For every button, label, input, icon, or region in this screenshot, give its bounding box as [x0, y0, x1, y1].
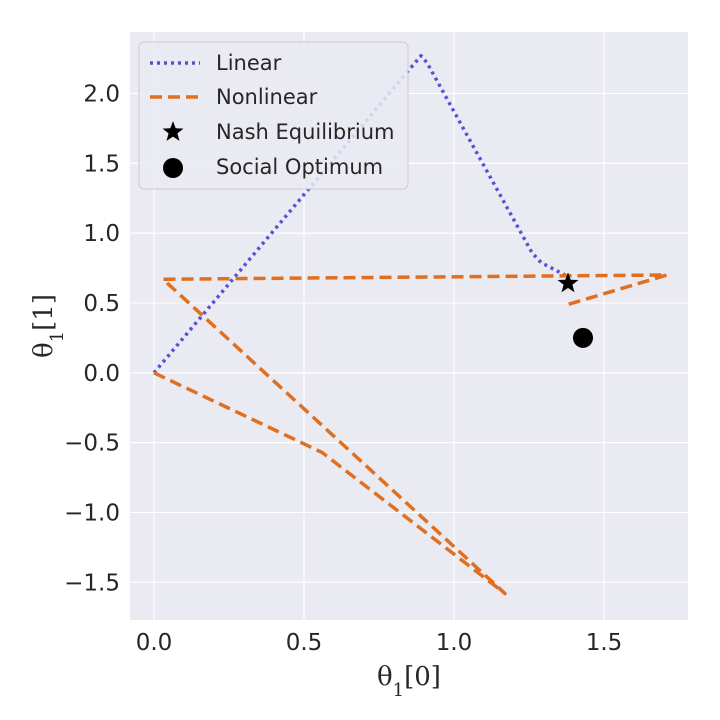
y-axis-label: θ1[1]: [29, 294, 68, 358]
legend-nash-label: Nash Equilibrium: [216, 120, 394, 144]
legend-box: [138, 41, 409, 190]
social-optimum-marker: [573, 327, 593, 348]
y-tick-label: −0.5: [64, 431, 120, 457]
y-tick-label: −1.5: [64, 570, 120, 596]
legend-nash-star-icon: [162, 121, 184, 141]
series-nonlinear-line: [153, 273, 669, 596]
legend-social-circle-icon: [163, 158, 183, 178]
legend: Linear Nonlinear Nash Equilibrium Social…: [138, 41, 409, 190]
nash-equilibrium-marker: [557, 272, 579, 293]
x-axis-label: θ1[0]: [377, 662, 441, 701]
y-tick-label: 1.0: [83, 221, 120, 247]
marker-layer: [557, 272, 593, 348]
legend-nonlinear-label: Nonlinear: [216, 85, 318, 109]
y-tick-label: 0.0: [83, 361, 120, 387]
x-tick-label: 0.0: [136, 630, 173, 656]
x-tick-label: 1.5: [586, 630, 623, 656]
gridlines: [130, 32, 688, 620]
x-tick-label: 1.0: [436, 630, 473, 656]
y-tick-label: 1.5: [83, 151, 120, 177]
tick-labels: 0.0 0.5 1.0 1.5 −1.5 −1.0 −0.5 0.0 0.5 1.0 1.5 2.0: [64, 81, 622, 656]
y-tick-label: 2.0: [83, 81, 120, 107]
y-tick-label: 0.5: [83, 291, 120, 317]
x-tick-label: 0.5: [286, 630, 323, 656]
y-tick-label: −1.0: [64, 500, 120, 526]
legend-linear-label: Linear: [216, 51, 282, 75]
legend-social-label: Social Optimum: [216, 155, 383, 179]
